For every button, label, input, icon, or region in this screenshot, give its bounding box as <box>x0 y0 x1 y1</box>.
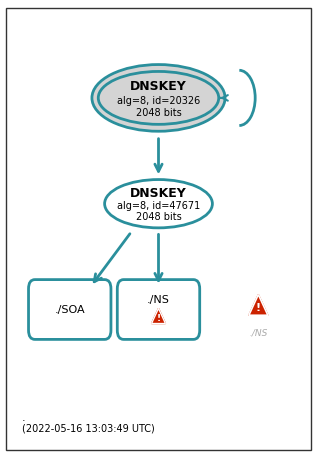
Text: (2022-05-16 13:03:49 UTC): (2022-05-16 13:03:49 UTC) <box>22 423 155 433</box>
Text: DNSKEY: DNSKEY <box>130 186 187 199</box>
Text: alg=8, id=47671: alg=8, id=47671 <box>117 200 200 210</box>
Polygon shape <box>152 308 165 324</box>
Text: ./NS: ./NS <box>147 295 170 305</box>
Text: DNSKEY: DNSKEY <box>130 79 187 92</box>
Ellipse shape <box>105 180 212 228</box>
Text: !: ! <box>256 302 261 313</box>
Ellipse shape <box>98 72 219 125</box>
FancyBboxPatch shape <box>29 280 111 340</box>
Text: 2048 bits: 2048 bits <box>136 212 181 222</box>
Polygon shape <box>249 295 268 316</box>
Text: alg=8, id=20326: alg=8, id=20326 <box>117 96 200 106</box>
FancyBboxPatch shape <box>117 280 200 340</box>
Text: 2048 bits: 2048 bits <box>136 107 181 118</box>
Text: .: . <box>22 412 26 422</box>
Ellipse shape <box>92 65 225 132</box>
Text: !: ! <box>156 313 161 322</box>
Text: ./SOA: ./SOA <box>55 305 85 315</box>
Text: ./NS: ./NS <box>249 327 268 336</box>
